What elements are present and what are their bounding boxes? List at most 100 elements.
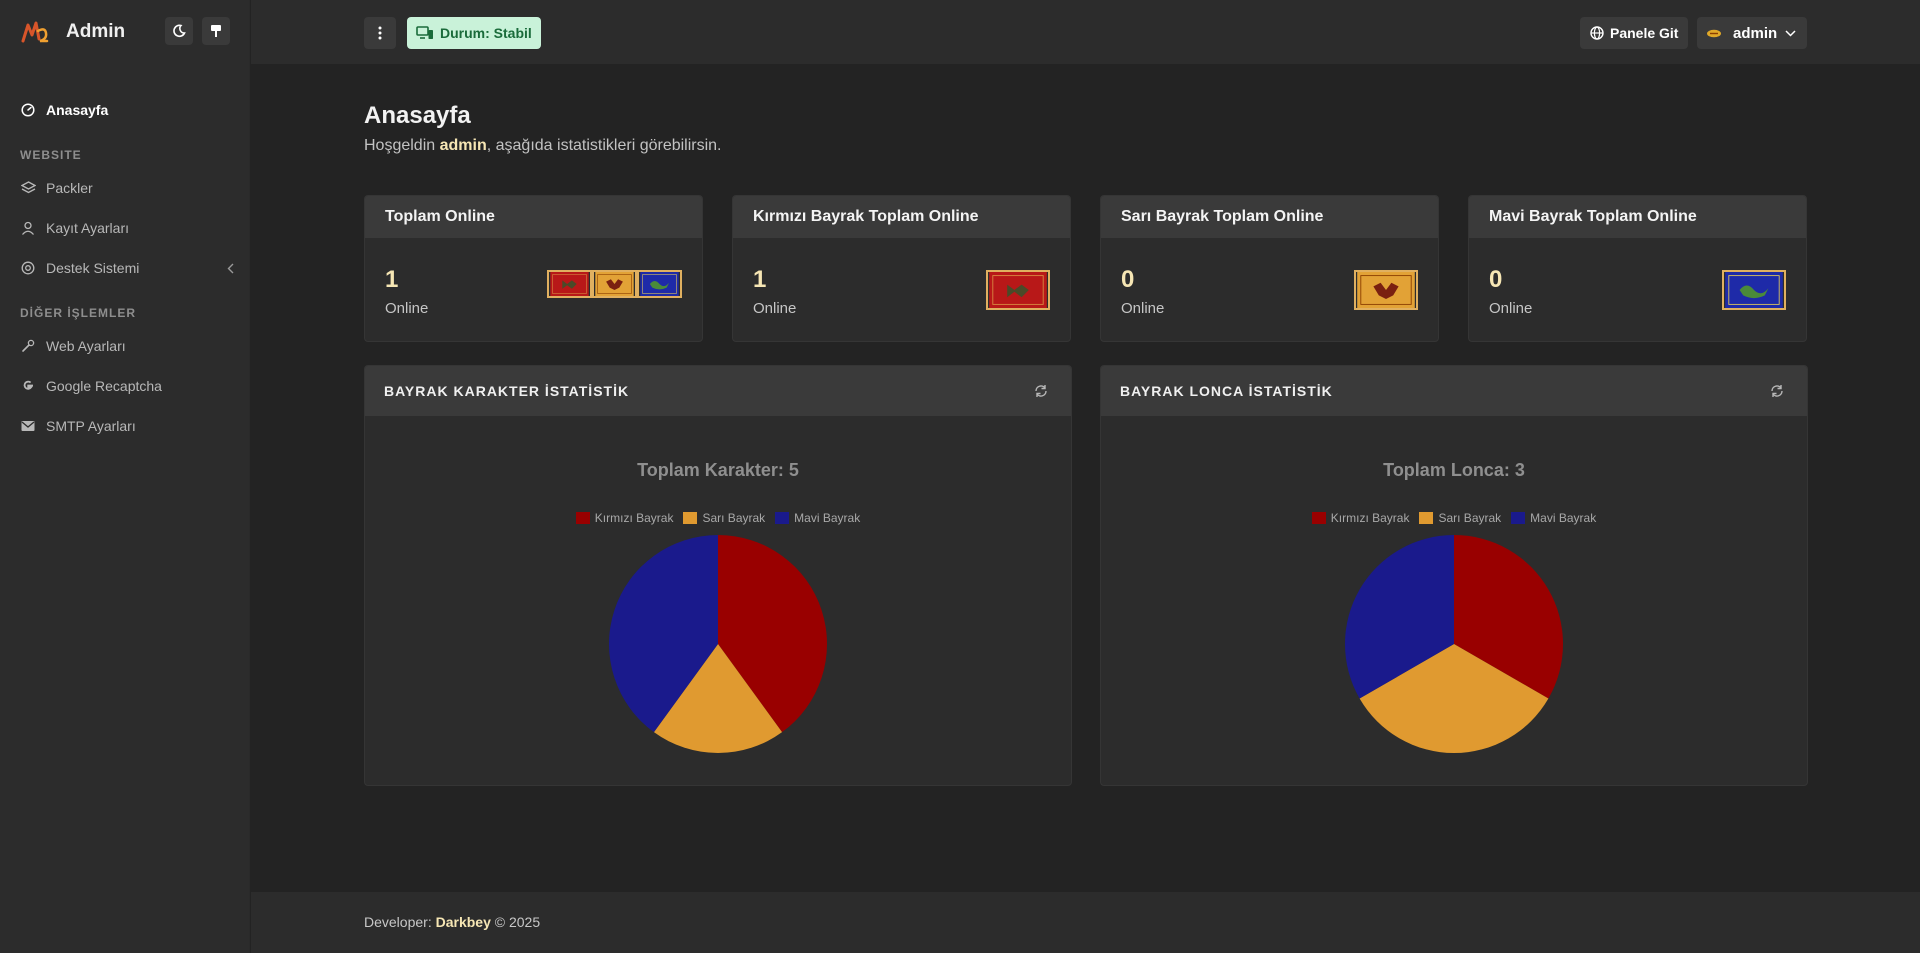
pie-slice-sarı-bayrak[interactable] bbox=[1359, 644, 1549, 753]
legend-label: Kırmızı Bayrak bbox=[594, 511, 674, 525]
sidebar: Admin Anasayfa WEBSITE Packler Kayıt Aya… bbox=[0, 0, 250, 953]
sidebar-item-label: Web Ayarları bbox=[46, 338, 126, 354]
legend-label: Mavi Bayrak bbox=[794, 511, 861, 525]
dashboard-gauge-icon bbox=[20, 102, 36, 118]
chart-card-title: BAYRAK KARAKTER İSTATİSTİK bbox=[384, 383, 630, 399]
stat-card-value: 1 bbox=[385, 266, 399, 293]
footer-text: Developer: Darkbey © 2025 bbox=[364, 914, 540, 930]
google-icon bbox=[20, 378, 36, 394]
paint-roller-icon bbox=[211, 25, 221, 37]
sidebar-item-smtp-ayarlari[interactable]: SMTP Ayarları bbox=[0, 406, 250, 446]
stat-card-sari-bayrak: Sarı Bayrak Toplam Online 0 Online bbox=[1100, 195, 1439, 342]
dark-mode-toggle[interactable] bbox=[165, 17, 193, 45]
legend-item[interactable]: Mavi Bayrak bbox=[775, 511, 860, 525]
chart-card-karakter: BAYRAK KARAKTER İSTATİSTİK Toplam Karakt… bbox=[364, 365, 1072, 786]
chart-title: Toplam Karakter: 5 bbox=[637, 460, 799, 480]
flags-group bbox=[547, 270, 682, 298]
stat-card-kirmizi-bayrak: Kırmızı Bayrak Toplam Online 1 Online bbox=[732, 195, 1071, 342]
status-badge: Durum: Stabil bbox=[407, 17, 541, 49]
refresh-icon[interactable] bbox=[1769, 383, 1785, 402]
footer: Developer: Darkbey © 2025 bbox=[251, 892, 1920, 953]
stat-card-label: Online bbox=[753, 300, 797, 317]
menu-toggle-button[interactable] bbox=[364, 17, 396, 49]
stat-card-value: 0 bbox=[1489, 266, 1503, 293]
blue-flag-icon bbox=[1722, 270, 1786, 310]
user-name: admin bbox=[1733, 24, 1778, 42]
sidebar-item-label: Packler bbox=[46, 180, 93, 196]
legend-label: Sarı Bayrak bbox=[1438, 511, 1502, 525]
chart-legend: Kırmızı Bayrak Sarı Bayrak Mavi Bayrak bbox=[365, 511, 1071, 525]
sidebar-item-label: Anasayfa bbox=[46, 102, 109, 118]
wrench-icon bbox=[20, 338, 36, 354]
sidebar-item-kayit-ayarlari[interactable]: Kayıt Ayarları bbox=[0, 208, 250, 248]
chart-card-lonca: BAYRAK LONCA İSTATİSTİK Toplam Lonca: 3 … bbox=[1100, 365, 1808, 786]
pie-chart-lonca bbox=[1345, 535, 1563, 753]
chart-card-header: BAYRAK KARAKTER İSTATİSTİK bbox=[365, 366, 1071, 416]
pie-chart-karakter bbox=[609, 535, 827, 753]
footer-developer-link[interactable]: Darkbey bbox=[435, 914, 491, 930]
user-avatar-flag-icon bbox=[1707, 29, 1721, 37]
red-flag-icon bbox=[547, 270, 592, 298]
chart-card-header: BAYRAK LONCA İSTATİSTİK bbox=[1101, 366, 1807, 416]
sidebar-item-anasayfa[interactable]: Anasayfa bbox=[0, 90, 250, 130]
pie-slice-mavi-bayrak[interactable] bbox=[1345, 535, 1454, 699]
sidebar-item-destek-sistemi[interactable]: Destek Sistemi bbox=[0, 248, 250, 288]
chart-card-title: BAYRAK LONCA İSTATİSTİK bbox=[1120, 383, 1333, 399]
pie-slice-mavi-bayrak[interactable] bbox=[609, 535, 718, 733]
sidebar-menu: Anasayfa WEBSITE Packler Kayıt Ayarları … bbox=[0, 90, 250, 446]
legend-item[interactable]: Kırmızı Bayrak bbox=[1311, 511, 1410, 525]
panel-link-button[interactable]: Panele Git bbox=[1580, 17, 1689, 49]
pie-slice-sarı-bayrak[interactable] bbox=[653, 644, 783, 753]
theme-paint-button[interactable] bbox=[202, 17, 230, 45]
stat-card-label: Online bbox=[1489, 300, 1533, 317]
sidebar-item-label: Kayıt Ayarları bbox=[46, 220, 130, 236]
sidebar-item-label: Google Recaptcha bbox=[46, 378, 162, 394]
stat-card-value: 0 bbox=[1121, 266, 1135, 293]
legend-swatch bbox=[683, 512, 698, 524]
legend-item[interactable]: Mavi Bayrak bbox=[1511, 511, 1596, 525]
footer-prefix: Developer: bbox=[364, 914, 436, 930]
sidebar-item-web-ayarlari[interactable]: Web Ayarları bbox=[0, 326, 250, 366]
pie-slice-kırmızı-bayrak[interactable] bbox=[1454, 535, 1563, 699]
flags-group bbox=[986, 270, 1050, 310]
legend-swatch bbox=[575, 512, 590, 524]
sidebar-section-diger-islemler: DİĞER İŞLEMLER bbox=[20, 306, 137, 320]
sidebar-item-packler[interactable]: Packler bbox=[0, 168, 250, 208]
panel-link-label: Panele Git bbox=[1610, 25, 1679, 41]
layers-icon bbox=[20, 180, 36, 196]
sidebar-section-website: WEBSITE bbox=[20, 148, 82, 162]
user-menu-button[interactable]: admin bbox=[1697, 17, 1807, 49]
blue-flag-icon bbox=[637, 270, 682, 298]
flags-group bbox=[1722, 270, 1786, 310]
sidebar-item-label: SMTP Ayarları bbox=[46, 418, 136, 434]
chevron-left-icon bbox=[227, 261, 234, 277]
pie-slice-kırmızı-bayrak[interactable] bbox=[718, 535, 827, 733]
legend-item[interactable]: Sarı Bayrak bbox=[1419, 511, 1501, 525]
legend-swatch bbox=[775, 512, 790, 524]
stat-card-value: 1 bbox=[753, 266, 767, 293]
legend-item[interactable]: Kırmızı Bayrak bbox=[575, 511, 674, 525]
status-text: Durum: Stabil bbox=[440, 25, 532, 41]
legend-item[interactable]: Sarı Bayrak bbox=[683, 511, 765, 525]
legend-label: Kırmızı Bayrak bbox=[1330, 511, 1410, 525]
legend-swatch bbox=[1419, 512, 1434, 524]
page-greeting: Hoşgeldin admin, aşağıda istatistikleri … bbox=[364, 137, 722, 155]
brand[interactable]: Admin bbox=[0, 0, 249, 64]
stat-card-title: Toplam Online bbox=[365, 196, 702, 238]
page-title: Anasayfa bbox=[364, 102, 471, 129]
legend-swatch bbox=[1311, 512, 1326, 524]
sidebar-item-google-recaptcha[interactable]: Google Recaptcha bbox=[0, 366, 250, 406]
moon-icon bbox=[173, 24, 186, 38]
stat-card-toplam-online: Toplam Online 1 Online bbox=[364, 195, 703, 342]
stat-card-title: Kırmızı Bayrak Toplam Online bbox=[733, 196, 1070, 238]
yellow-flag-icon bbox=[592, 270, 637, 298]
chevron-down-icon bbox=[1785, 29, 1796, 37]
refresh-icon[interactable] bbox=[1033, 383, 1049, 402]
yellow-flag-icon bbox=[1354, 270, 1418, 310]
red-flag-icon bbox=[986, 270, 1050, 310]
stat-card-title: Mavi Bayrak Toplam Online bbox=[1469, 196, 1806, 238]
greeting-user: admin bbox=[439, 137, 487, 154]
chart-legend: Kırmızı Bayrak Sarı Bayrak Mavi Bayrak bbox=[1101, 511, 1807, 525]
stat-card-label: Online bbox=[385, 300, 429, 317]
globe-icon bbox=[1590, 26, 1604, 40]
